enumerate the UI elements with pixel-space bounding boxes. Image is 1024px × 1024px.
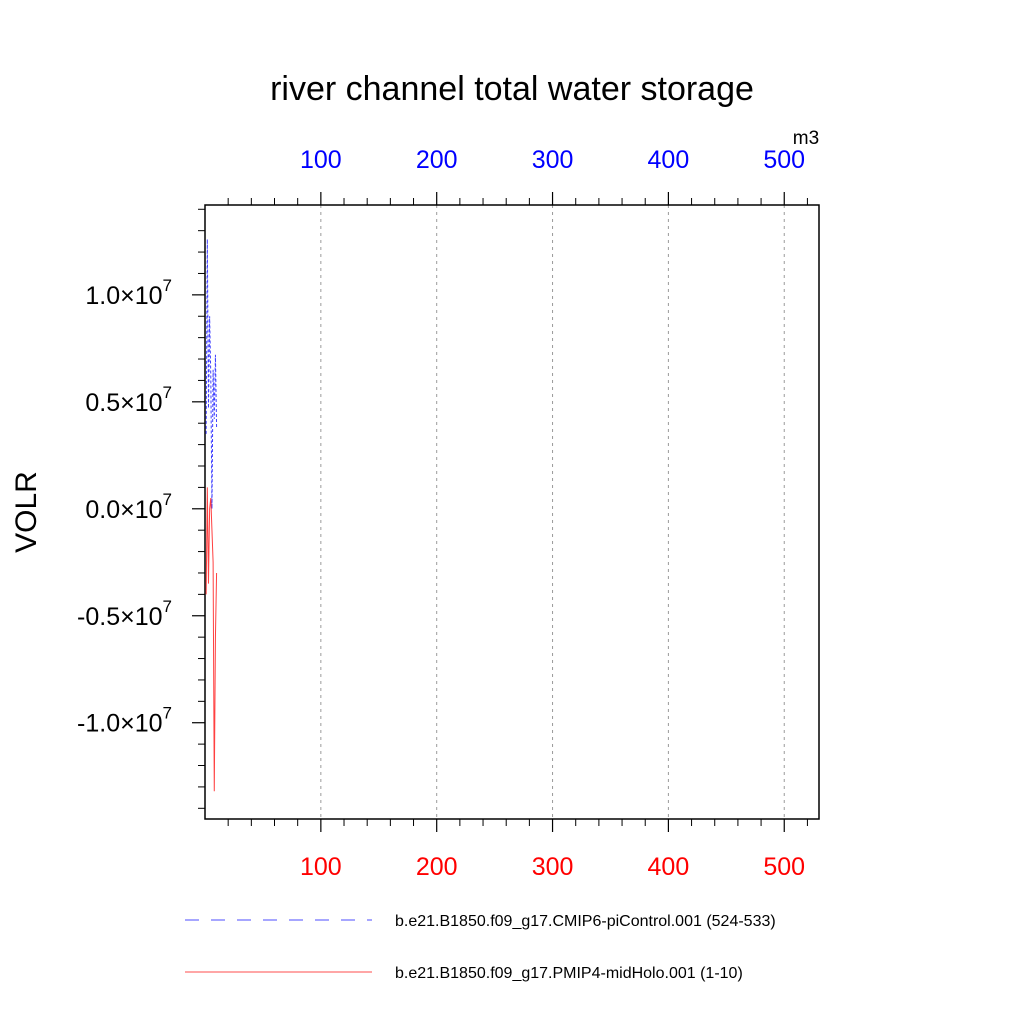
series-line-2 [205, 487, 218, 792]
x-tick-label-bottom: 500 [763, 853, 805, 881]
y-tick-label: 1.0×107 [85, 276, 172, 310]
x-tick-label-bottom: 300 [532, 853, 574, 881]
series-line-1 [205, 239, 218, 509]
x-tick-label-top: 100 [300, 146, 342, 174]
x-tick-label-top: 300 [532, 146, 574, 174]
x-tick-label-bottom: 400 [648, 853, 690, 881]
x-tick-label-top: 400 [648, 146, 690, 174]
y-axis-label: VOLR [10, 471, 43, 553]
legend-label-1: b.e21.B1850.f09_g17.CMIP6-piControl.001 … [395, 913, 776, 930]
legend-label-2: b.e21.B1850.f09_g17.PMIP4-midHolo.001 (1… [395, 965, 743, 982]
plot-area: 100 200 300 400 500 100 200 300 400 500 1.0×107 0.5… [77, 146, 820, 881]
chart-title: river channel total water storage [270, 70, 754, 108]
x-tick-label-bottom: 200 [416, 853, 458, 881]
x-tick-label-top: 500 [763, 146, 805, 174]
plot-frame [204, 204, 820, 820]
x-tick-label-top: 200 [416, 146, 458, 174]
legend: b.e21.B1850.f09_g17.CMIP6-piControl.001 … [185, 913, 776, 982]
y-tick-label: -1.0×107 [77, 704, 172, 738]
x-tick-label-bottom: 100 [300, 853, 342, 881]
y-tick-label: 0.5×107 [85, 383, 172, 417]
y-tick-label: -0.5×107 [77, 597, 172, 631]
y-tick-label: 0.0×107 [85, 490, 172, 524]
units-label: m3 [793, 128, 819, 149]
